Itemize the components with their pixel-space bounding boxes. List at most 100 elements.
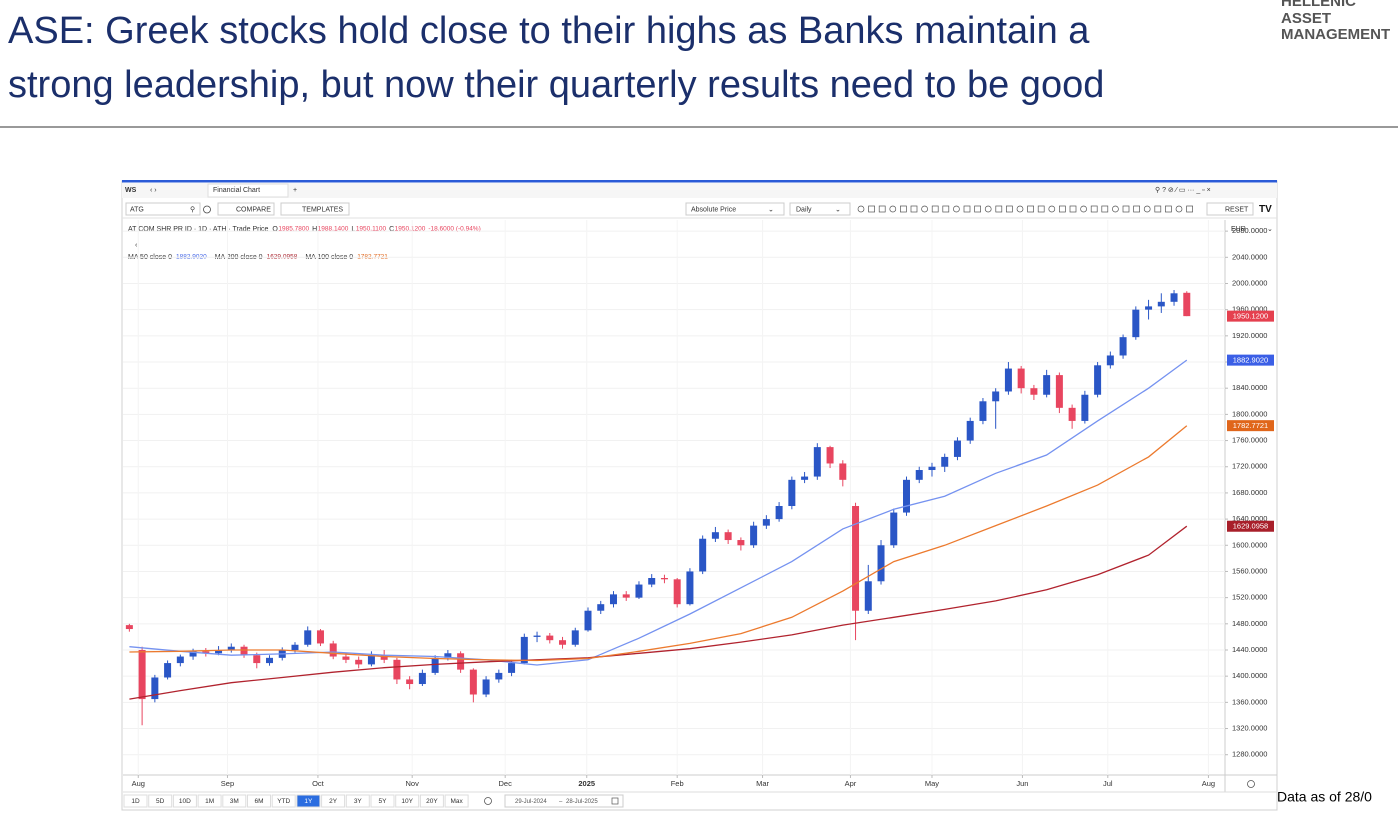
toolbar-icon[interactable] bbox=[1069, 205, 1077, 213]
toolbar-icon[interactable] bbox=[1080, 205, 1087, 213]
symbol[interactable]: ATG bbox=[130, 206, 144, 213]
new-tab[interactable]: + bbox=[293, 187, 297, 194]
toolbar-icon[interactable] bbox=[974, 205, 981, 213]
toolbar-icon[interactable] bbox=[995, 205, 1003, 213]
toolbar-icon[interactable] bbox=[921, 205, 928, 213]
collapse-arrow[interactable]: ‹ bbox=[135, 242, 138, 249]
range-button[interactable] bbox=[197, 794, 222, 808]
candle-body bbox=[801, 476, 809, 480]
window-controls[interactable]: ⚲ ? ⊘ ⁄ ▭ ··· _ ▫ × bbox=[1155, 186, 1211, 194]
interval-select[interactable] bbox=[789, 202, 851, 216]
toolbar-icon[interactable] bbox=[1059, 205, 1066, 213]
toolbar-icon[interactable] bbox=[1112, 205, 1119, 213]
range-label[interactable]: 1M bbox=[205, 798, 214, 805]
range-label[interactable]: Max bbox=[450, 798, 463, 805]
toolbar-icon[interactable] bbox=[1154, 205, 1162, 213]
range-label[interactable]: YTD bbox=[277, 798, 290, 805]
toolbar-icon[interactable] bbox=[1101, 205, 1109, 213]
range-label[interactable]: 3M bbox=[230, 798, 239, 805]
range-button[interactable] bbox=[222, 794, 247, 808]
range-button[interactable] bbox=[444, 794, 469, 808]
toolbar-icon[interactable] bbox=[1133, 205, 1140, 213]
toolbar-icon[interactable] bbox=[900, 205, 907, 213]
x-tick-label: Oct bbox=[312, 779, 325, 788]
dropdown-arrow[interactable]: ⌄ bbox=[1267, 226, 1273, 233]
reset-label[interactable]: RESET bbox=[1225, 206, 1249, 213]
range-label[interactable]: 5Y bbox=[379, 798, 388, 805]
interval[interactable]: Daily bbox=[796, 206, 812, 213]
moving-average-line bbox=[129, 359, 1188, 666]
range-settings[interactable] bbox=[484, 797, 492, 805]
toolbar-icon[interactable] bbox=[910, 205, 918, 213]
range-button[interactable] bbox=[296, 794, 321, 808]
range-label[interactable]: 2Y bbox=[329, 798, 338, 805]
dropdown-arrow[interactable]: ⌄ bbox=[835, 206, 841, 213]
price-mode[interactable]: Absolute Price bbox=[691, 206, 736, 213]
toolbar-icon[interactable] bbox=[1048, 205, 1056, 213]
range-button[interactable] bbox=[321, 794, 346, 808]
toolbar-icon[interactable] bbox=[1165, 205, 1172, 213]
templates-button[interactable] bbox=[280, 202, 350, 216]
range-label[interactable]: 1Y bbox=[304, 798, 313, 805]
range-button[interactable] bbox=[345, 794, 370, 808]
nav-arrows[interactable]: ‹ › bbox=[150, 187, 157, 194]
candle-body bbox=[1145, 306, 1153, 310]
settings-icon[interactable] bbox=[203, 205, 211, 214]
range-label[interactable]: 20Y bbox=[426, 798, 438, 805]
range-button[interactable] bbox=[419, 794, 444, 808]
date-range-box[interactable] bbox=[504, 794, 624, 808]
range-label[interactable]: 1D bbox=[131, 798, 140, 805]
compare-label[interactable]: COMPARE bbox=[236, 206, 271, 213]
toolbar-icon[interactable] bbox=[1122, 205, 1130, 213]
toolbar-icon[interactable] bbox=[942, 205, 950, 213]
toolbar-icon[interactable] bbox=[931, 205, 939, 213]
date-to[interactable]: 28-Jul-2025 bbox=[566, 799, 598, 805]
search-icon[interactable]: ⚲ bbox=[190, 205, 195, 213]
axis-settings[interactable] bbox=[1247, 780, 1255, 788]
dropdown-arrow[interactable]: ⌄ bbox=[768, 206, 774, 213]
range-label[interactable]: 10Y bbox=[401, 798, 413, 805]
toolbar-icon[interactable] bbox=[1027, 205, 1034, 213]
templates-label[interactable]: TEMPLATES bbox=[302, 206, 343, 213]
candle-body bbox=[227, 646, 235, 650]
range-button[interactable] bbox=[247, 794, 271, 808]
range-button[interactable] bbox=[370, 794, 395, 808]
toolbar-icon[interactable] bbox=[1006, 205, 1013, 213]
toolbar-icon[interactable] bbox=[1175, 205, 1183, 213]
compare-button[interactable] bbox=[217, 202, 275, 216]
date-from[interactable]: 29-Jul-2024 bbox=[515, 799, 547, 805]
currency[interactable]: EUR bbox=[1231, 226, 1246, 233]
range-button[interactable] bbox=[395, 794, 420, 808]
workspace-label[interactable]: WS bbox=[125, 187, 137, 194]
range-label[interactable]: 10D bbox=[179, 798, 191, 805]
symbol-box[interactable] bbox=[125, 202, 201, 216]
candle-body bbox=[469, 669, 477, 695]
toolbar-icon[interactable] bbox=[984, 205, 992, 213]
calendar-icon[interactable] bbox=[611, 797, 619, 805]
tab-label[interactable]: Financial Chart bbox=[213, 187, 260, 194]
range-button[interactable] bbox=[271, 794, 296, 808]
range-label[interactable]: 5D bbox=[156, 798, 165, 805]
toolbar-icon[interactable] bbox=[1090, 205, 1098, 213]
price-mode-select[interactable] bbox=[685, 202, 785, 216]
tab[interactable] bbox=[207, 183, 289, 198]
toolbar-icon[interactable] bbox=[1016, 205, 1024, 213]
toolbar-icon[interactable] bbox=[953, 205, 960, 213]
range-label[interactable]: 3Y bbox=[354, 798, 363, 805]
toolbar-icon[interactable] bbox=[1186, 205, 1193, 213]
range-button[interactable] bbox=[123, 794, 148, 808]
range-button[interactable] bbox=[172, 794, 197, 808]
toolbar-icon[interactable] bbox=[868, 205, 875, 213]
candle-body bbox=[546, 635, 554, 641]
toolbar-icon[interactable] bbox=[889, 205, 897, 213]
range-button[interactable] bbox=[148, 794, 173, 808]
toolbar-icon[interactable] bbox=[878, 205, 886, 213]
reset-button[interactable] bbox=[1206, 202, 1254, 216]
currency-box[interactable] bbox=[1226, 222, 1276, 235]
toolbar-icon[interactable] bbox=[857, 205, 865, 213]
logo-line: HELLENIC bbox=[1281, 0, 1356, 10]
range-label[interactable]: 6M bbox=[254, 798, 263, 805]
toolbar-icon[interactable] bbox=[963, 205, 971, 213]
toolbar-icon[interactable] bbox=[1037, 205, 1045, 213]
toolbar-icon[interactable] bbox=[1143, 205, 1151, 213]
